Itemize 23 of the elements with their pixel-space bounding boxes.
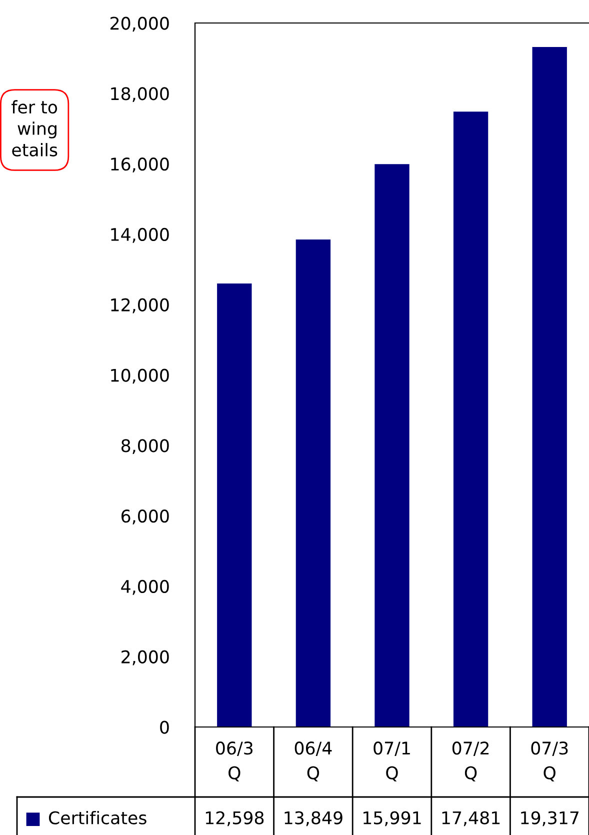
y-tick-label: 14,000: [111, 228, 169, 243]
text: 19,317: [521, 811, 578, 826]
x-tick-label: 07/3 Q: [531, 742, 568, 782]
y-tick-label: 0: [160, 720, 169, 734]
x-tick-label: 06/4 Q: [294, 742, 332, 782]
x-tick-label: 07/2 Q: [452, 742, 489, 782]
y-tick-label: 8,000: [121, 439, 169, 454]
y-tick-label: 6,000: [122, 510, 169, 524]
text: 13,849: [284, 811, 342, 826]
text: fer to wing etails: [12, 100, 58, 156]
y-tick-label: 16,000: [111, 158, 169, 172]
legend-label: Certificates: [48, 810, 146, 824]
x-tick-label: 06/3 Q: [216, 742, 252, 782]
y-tick-label: 2,000: [122, 650, 169, 666]
y-tick-label: 20,000: [110, 16, 169, 32]
text: 17,481: [442, 811, 500, 826]
y-tick-label: 18,000: [111, 87, 169, 102]
x-tick-label: 07/1 Q: [374, 742, 410, 782]
y-tick-label: 4,000: [121, 580, 169, 595]
text: 12,598: [206, 811, 264, 826]
y-tick-label: 10,000: [111, 368, 169, 384]
y-tick-label: 12,000: [111, 298, 169, 314]
text: 15,991: [364, 811, 421, 826]
